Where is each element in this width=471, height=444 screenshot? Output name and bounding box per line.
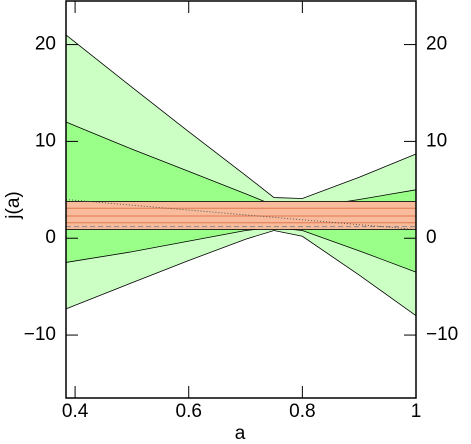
band-edge [65, 230, 417, 317]
band-area [66, 122, 416, 273]
x-tick-label: 0.6 [176, 401, 202, 422]
y-tick-label-right: 20 [426, 34, 447, 55]
y-tick-label: 20 [35, 34, 56, 55]
y-tick-label: 0 [45, 227, 56, 248]
y-tick-label-right: 10 [426, 130, 447, 151]
band-edge [65, 121, 417, 209]
y-tick-label: 10 [35, 130, 56, 151]
x-axis-label: a [235, 423, 246, 444]
x-tick-label: 0.8 [289, 401, 315, 422]
x-tick-label: 1 [411, 401, 422, 422]
band-edge [65, 34, 417, 199]
y-tick-label: −10 [24, 324, 56, 345]
y-axis-label: j(a) [3, 191, 24, 219]
plot-frame [65, 0, 417, 399]
y-tick-label-right: 0 [426, 227, 437, 248]
y-tick-label-right: −10 [426, 324, 458, 345]
x-tick-label: 0.4 [62, 401, 89, 422]
